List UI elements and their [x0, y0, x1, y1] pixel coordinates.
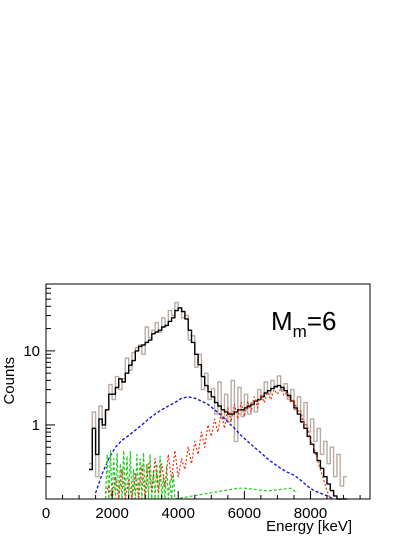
series-layer [89, 301, 347, 500]
annotation-main: M [271, 306, 293, 336]
annotation-subscript: m [293, 322, 307, 341]
series-line-1 [89, 301, 347, 487]
x-tick-label-2000: 2000 [95, 505, 128, 522]
series-line-5 [104, 388, 331, 500]
series-line-3 [94, 396, 334, 500]
x-tick-label-4000: 4000 [162, 505, 195, 522]
x-tick-label-6000: 6000 [228, 505, 261, 522]
plot-frame [45, 283, 371, 500]
y-axis-title: Counts [1, 357, 18, 405]
x-axis-title: Energy [keV] [266, 518, 352, 535]
annotation-tail: =6 [307, 306, 337, 336]
chart-annotation: Mm=6 [271, 306, 337, 341]
x-tick-label-8000: 8000 [294, 505, 327, 522]
series-line-2 [89, 307, 347, 500]
tick-layer: 0 2000 4000 6000 8000 1 10 [23, 287, 361, 522]
y-tick-label-1: 1 [32, 417, 40, 434]
y-tick-label-10: 10 [23, 343, 40, 360]
x-tick-label-0: 0 [42, 505, 50, 522]
